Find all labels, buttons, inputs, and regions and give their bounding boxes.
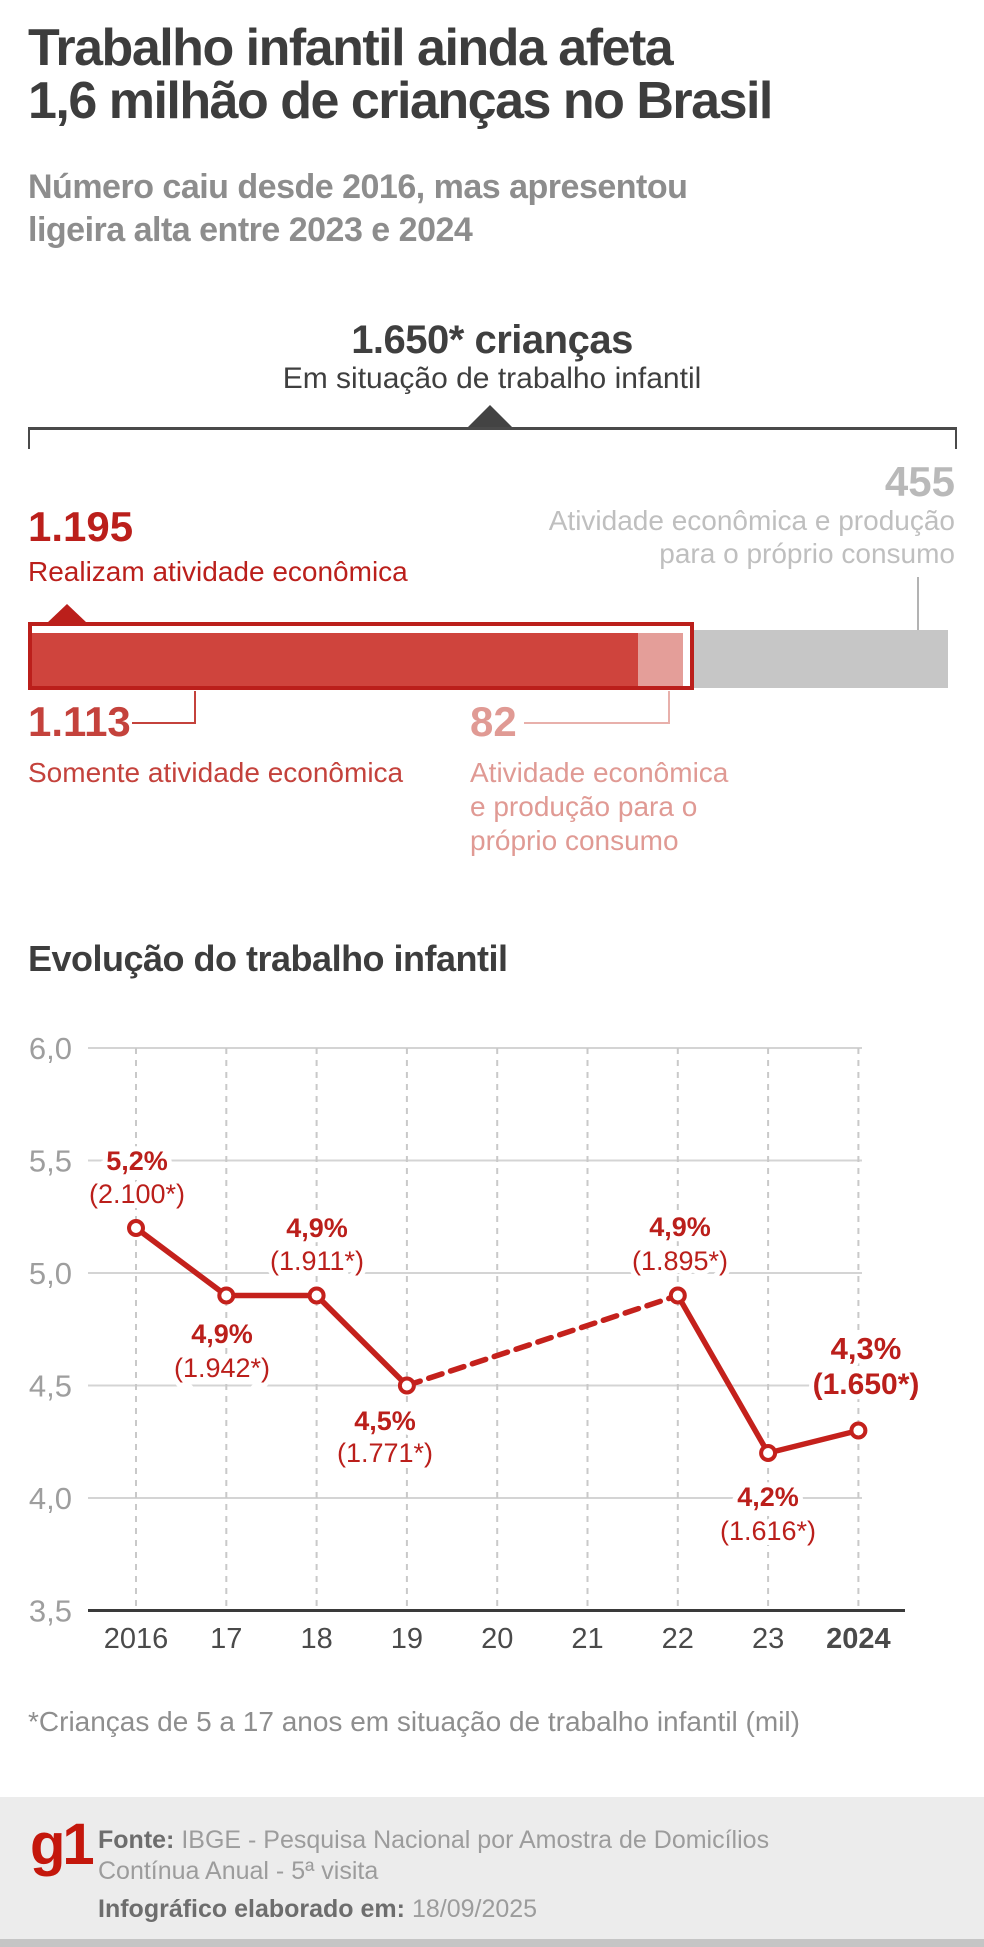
only-economic-connector-vertical (194, 691, 196, 724)
point-label-abs-17: (1.942*) (174, 1353, 270, 1383)
y-tick-label-3,5: 3,5 (29, 1594, 72, 1629)
both-activities-label-line2: e produção para o (470, 791, 698, 822)
own-consumption-value: 455 (884, 458, 955, 505)
point-label-abs-2024: (1.650*) (813, 1368, 920, 1401)
both-activities-value: 82 (470, 698, 517, 745)
only-economic-label: Somente atividade econômica (28, 757, 404, 788)
point-label-pct-22: 4,9% (649, 1212, 711, 1242)
both-activities-bar-segment (638, 633, 683, 686)
page-subtitle-line2: ligeira alta entre 2023 e 2024 (28, 211, 473, 249)
x-tick-label-17: 17 (210, 1623, 242, 1655)
footer: g1 Fonte: IBGE - Pesquisa Nacional por A… (0, 1797, 984, 1939)
only-economic-value: 1.113 (28, 698, 131, 745)
economic-activity-pointer-triangle-icon (47, 604, 87, 623)
economic-activity-label: Realizam atividade econômica (28, 556, 408, 587)
page-title-line2: 1,6 milhão de crianças no Brasil (28, 72, 773, 130)
both-activities-label: Atividade econômica e produção para o pr… (470, 756, 728, 858)
breakdown-bar (28, 622, 948, 690)
x-tick-label-2024: 2024 (826, 1623, 891, 1655)
point-label-abs-23: (1.616*) (720, 1516, 816, 1546)
point-label-abs-2016: (2.100*) (89, 1179, 185, 1209)
x-tick-label-23: 23 (752, 1623, 784, 1655)
source-text: Fonte: IBGE - Pesquisa Nacional por Amos… (98, 1825, 769, 1887)
footer-bottom-strip (0, 1939, 984, 1947)
y-tick-label-4,0: 4,0 (29, 1481, 72, 1516)
point-label-pct-18: 4,9% (286, 1213, 348, 1243)
data-point-2024 (849, 1421, 868, 1440)
x-tick-label-22: 22 (662, 1623, 694, 1655)
own-consumption-label: Atividade econômica e produção para o pr… (549, 504, 955, 570)
point-label-pct-23: 4,2% (737, 1482, 799, 1512)
point-label-pct-2024: 4,3% (831, 1331, 902, 1366)
data-point-17 (217, 1286, 236, 1305)
data-point-19 (397, 1376, 416, 1395)
page-subtitle: Número caiu desde 2016, mas apresentou l… (28, 166, 688, 252)
point-label-pct-17: 4,9% (191, 1319, 253, 1349)
own-consumption-label-line1: Atividade econômica e produção (548, 505, 955, 536)
page-title-line1: Trabalho infantil ainda afeta (28, 19, 674, 77)
own-consumption-connector-line (917, 577, 919, 630)
economic-activity-bar-fill (32, 633, 683, 686)
x-tick-label-2016: 2016 (104, 1623, 169, 1655)
y-tick-label-6,0: 6,0 (29, 1031, 72, 1066)
economic-activity-bar-outline (28, 622, 694, 690)
own-consumption-label-line2: para o próprio consumo (659, 538, 955, 569)
made-date-value: 18/09/2025 (411, 1895, 538, 1923)
data-point-22 (668, 1286, 687, 1305)
point-label-pct-19: 4,5% (354, 1406, 416, 1436)
data-point-2016 (127, 1219, 145, 1237)
total-bracket (28, 427, 957, 449)
only-economic-connector-horizontal (132, 722, 196, 724)
point-label-pct-2016: 5,2% (106, 1146, 168, 1176)
data-point-23 (759, 1444, 778, 1462)
x-tick-label-20: 20 (481, 1623, 513, 1655)
source-line1: Fonte: IBGE - Pesquisa Nacional por Amos… (98, 1825, 769, 1856)
page-subtitle-line1: Número caiu desde 2016, mas apresentou (28, 168, 688, 206)
source-label: Fonte: (98, 1826, 175, 1854)
both-activities-label-line3: próprio consumo (470, 825, 679, 856)
source-line2: Contínua Anual - 5ª visita (98, 1857, 379, 1885)
economic-activity-value: 1.195 (28, 503, 134, 550)
made-date-label: Infográfico elaborado em: (98, 1895, 405, 1923)
only-economic-bar-segment (32, 633, 639, 686)
x-tick-label-18: 18 (300, 1623, 332, 1655)
callout-pointer-triangle-icon (467, 405, 513, 428)
evolution-line-chart: 6,0 5,5 5,0 4,5 4,0 3,5 2016 17 18 19 20 21 22 23 2024… (29, 1031, 924, 1655)
page-title: Trabalho infantil ainda afeta 1,6 milhão… (28, 19, 773, 130)
y-tick-label-5,5: 5,5 (29, 1144, 72, 1179)
series-line-dashed-2019-2022 (404, 1292, 681, 1389)
y-tick-label-4,5: 4,5 (29, 1369, 72, 1404)
x-tick-label-19: 19 (391, 1623, 423, 1655)
total-children-value: 1.650* crianças (351, 318, 633, 362)
data-point-18 (307, 1286, 326, 1305)
total-children-caption: Em situação de trabalho infantil (282, 362, 702, 395)
series-line-2016-2019 (133, 1225, 410, 1389)
chart-title: Evolução do trabalho infantil (28, 938, 508, 979)
point-label-abs-19: (1.771*) (337, 1438, 433, 1468)
both-activities-connector-horizontal (524, 722, 670, 724)
source-value-line1: IBGE - Pesquisa Nacional por Amostra de … (181, 1826, 770, 1854)
point-label-abs-22: (1.895*) (632, 1246, 728, 1276)
x-tick-label-21: 21 (571, 1623, 603, 1655)
point-label-abs-18: (1.911*) (270, 1246, 364, 1276)
both-activities-connector-vertical (668, 691, 670, 724)
y-tick-label-5,0: 5,0 (29, 1256, 72, 1291)
own-consumption-bar-segment (694, 630, 948, 688)
footnote: *Crianças de 5 a 17 anos em situação de … (28, 1706, 800, 1737)
both-activities-label-line1: Atividade econômica (470, 757, 729, 788)
made-date-text: Infográfico elaborado em: 18/09/2025 (98, 1895, 537, 1924)
g1-logo: g1 (30, 1812, 95, 1877)
